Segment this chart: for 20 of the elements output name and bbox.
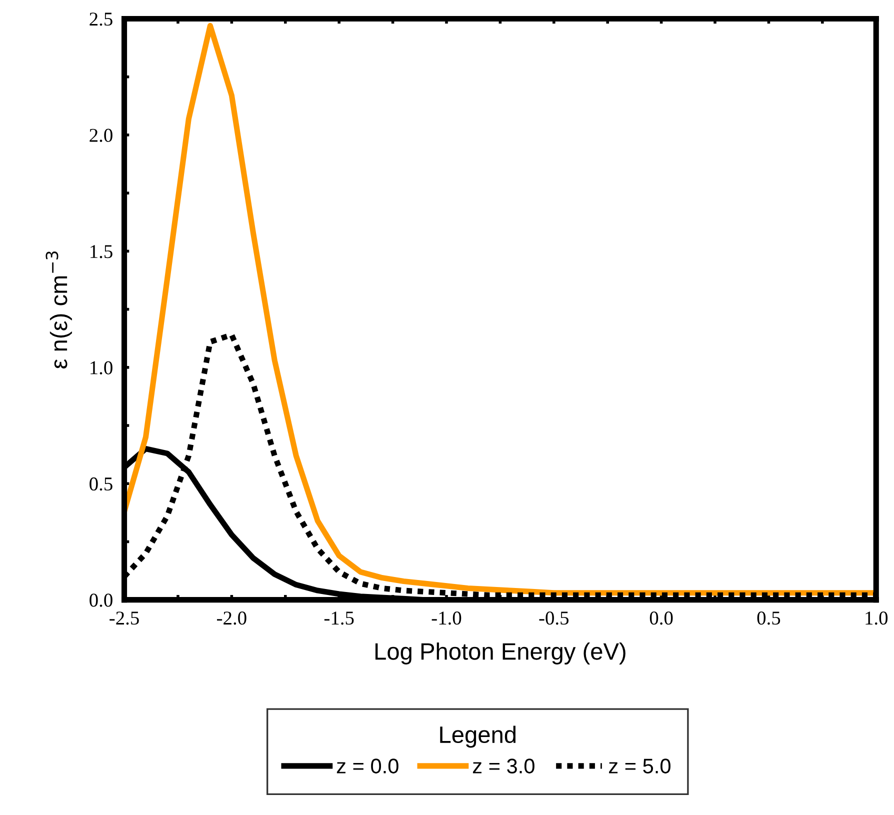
y-tick-label: 1.5 bbox=[90, 245, 112, 258]
x-tick-label: 0.0 bbox=[650, 612, 673, 625]
y-axis-title: ε n(ε) cm$^{−3}$ bbox=[46, 251, 72, 368]
legend-label: z = 0.0 bbox=[336, 758, 398, 774]
x-tick-label: -2.5 bbox=[110, 612, 139, 625]
legend-title: Legend bbox=[440, 726, 516, 748]
legend-label: z = 3.0 bbox=[472, 758, 534, 774]
x-tick-label: -0.5 bbox=[539, 612, 569, 625]
x-tick-label: 1.0 bbox=[866, 612, 888, 625]
x-tick-label: -1.0 bbox=[432, 612, 462, 625]
y-tick-label: 2.5 bbox=[90, 12, 112, 26]
y-tick-label: 2.0 bbox=[90, 128, 112, 142]
x-tick-label: 0.5 bbox=[757, 612, 780, 625]
y-tick-label: 1.0 bbox=[90, 361, 112, 374]
legend-label: z = 5.0 bbox=[609, 758, 670, 774]
y-tick-label: 0.0 bbox=[90, 594, 112, 607]
x-tick-label: -2.0 bbox=[217, 612, 246, 625]
y-tick-label: 0.5 bbox=[90, 477, 112, 491]
x-tick-label: -1.5 bbox=[324, 612, 354, 625]
x-axis-title: Log Photon Energy (eV) bbox=[375, 642, 626, 664]
